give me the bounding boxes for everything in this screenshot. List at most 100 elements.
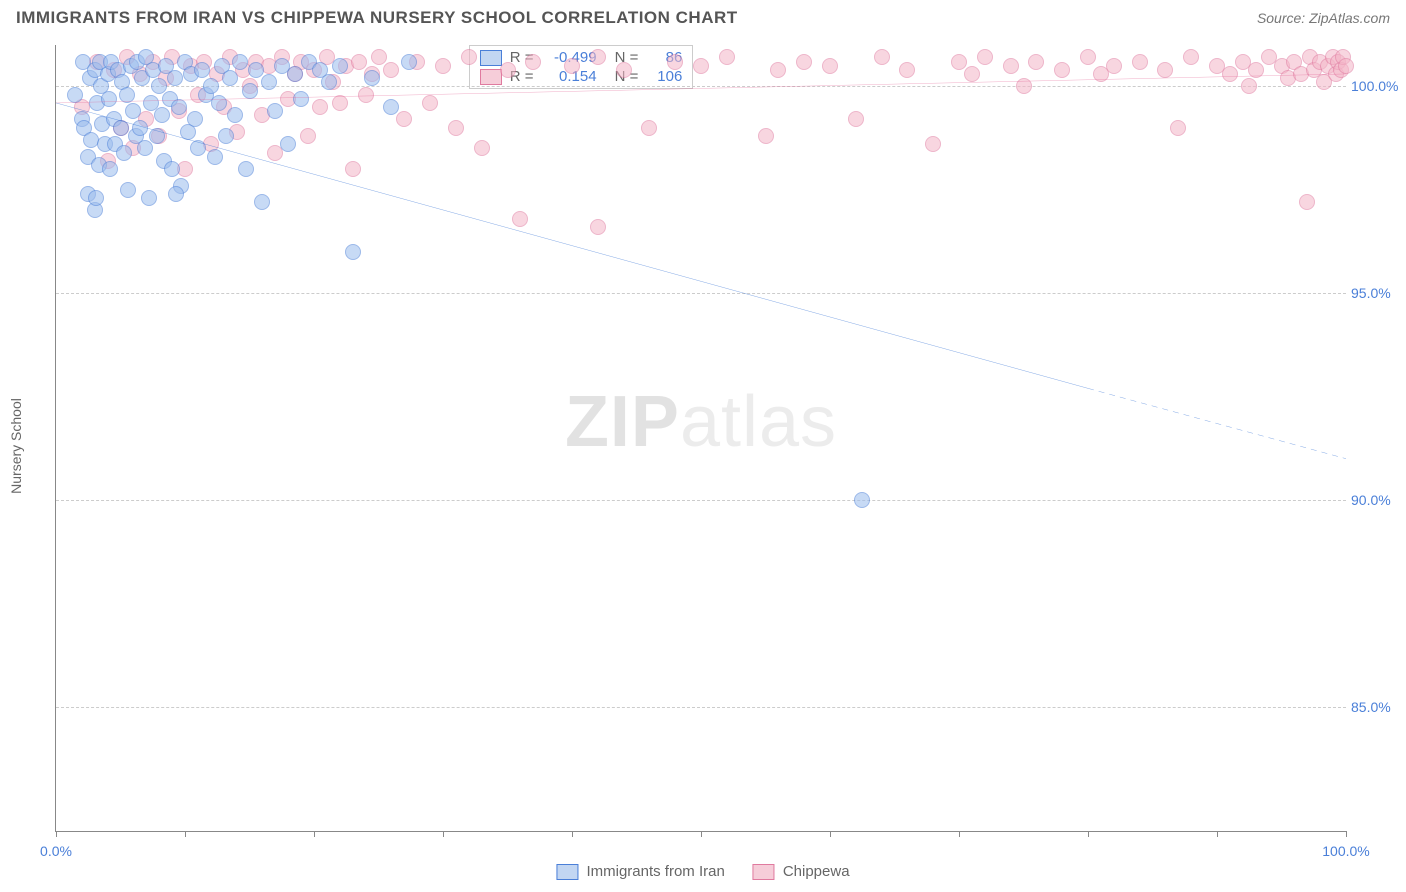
x-tick-label: 0.0% [40,843,72,859]
legend-swatch-blue [556,864,578,880]
scatter-point-pink [564,58,580,74]
x-tick [830,831,831,837]
scatter-point-blue [401,54,417,70]
scatter-point-pink [1157,62,1173,78]
scatter-point-pink [590,49,606,65]
scatter-point-pink [1183,49,1199,65]
scatter-point-blue [287,66,303,82]
x-tick [443,831,444,837]
scatter-point-blue [248,62,264,78]
gridline [56,293,1346,294]
scatter-point-blue [102,161,118,177]
legend-label: Immigrants from Iran [586,863,724,880]
y-tick-label: 95.0% [1351,285,1401,301]
scatter-point-pink [332,95,348,111]
scatter-point-blue [137,140,153,156]
scatter-point-pink [770,62,786,78]
y-tick-label: 85.0% [1351,699,1401,715]
scatter-point-pink [1016,78,1032,94]
x-tick-label: 100.0% [1322,843,1369,859]
scatter-point-blue [332,58,348,74]
x-tick [1346,831,1347,837]
scatter-point-pink [796,54,812,70]
scatter-point-pink [383,62,399,78]
scatter-point-pink [1132,54,1148,70]
legend-item: Immigrants from Iran [556,863,724,880]
scatter-point-pink [396,111,412,127]
scatter-point-pink [1241,78,1257,94]
y-tick-label: 90.0% [1351,492,1401,508]
x-tick [701,831,702,837]
legend-item: Chippewa [753,863,850,880]
chart-header: IMMIGRANTS FROM IRAN VS CHIPPEWA NURSERY… [16,8,1390,28]
bottom-legend: Immigrants from Iran Chippewa [556,863,849,880]
scatter-point-blue [187,111,203,127]
scatter-point-pink [977,49,993,65]
scatter-point-pink [874,49,890,65]
scatter-point-blue [211,95,227,111]
scatter-point-pink [822,58,838,74]
scatter-point-blue [280,136,296,152]
x-tick [314,831,315,837]
scatter-point-pink [1170,120,1186,136]
n-value: 106 [646,68,682,85]
scatter-point-blue [207,149,223,165]
scatter-point-blue [67,87,83,103]
source-label: Source: ZipAtlas.com [1257,10,1390,26]
scatter-point-blue [171,99,187,115]
scatter-point-pink [371,49,387,65]
scatter-point-pink [435,58,451,74]
watermark-bold: ZIP [565,382,680,462]
scatter-point-blue [120,182,136,198]
scatter-point-pink [964,66,980,82]
scatter-point-pink [461,49,477,65]
scatter-point-pink [1080,49,1096,65]
scatter-point-blue [364,70,380,86]
scatter-point-pink [899,62,915,78]
x-tick [185,831,186,837]
x-tick [959,831,960,837]
scatter-point-blue [141,190,157,206]
scatter-point-blue [194,62,210,78]
legend-swatch-blue [480,50,502,66]
legend-swatch-pink [753,864,775,880]
scatter-point-pink [358,87,374,103]
scatter-point-blue [242,83,258,99]
scatter-point-blue [261,74,277,90]
scatter-point-blue [227,107,243,123]
scatter-point-blue [125,103,141,119]
scatter-point-pink [719,49,735,65]
scatter-point-blue [218,128,234,144]
scatter-point-blue [254,194,270,210]
scatter-point-pink [500,62,516,78]
scatter-point-blue [238,161,254,177]
scatter-point-pink [300,128,316,144]
scatter-point-blue [190,140,206,156]
watermark: ZIPatlas [565,381,837,463]
scatter-point-pink [448,120,464,136]
scatter-point-blue [854,492,870,508]
scatter-point-pink [590,219,606,235]
scatter-point-pink [312,99,328,115]
y-tick-label: 100.0% [1351,78,1401,94]
gridline [56,707,1346,708]
scatter-point-pink [345,161,361,177]
scatter-point-blue [222,70,238,86]
watermark-light: atlas [680,382,837,462]
scatter-point-pink [925,136,941,152]
scatter-point-pink [351,54,367,70]
scatter-point-blue [149,128,165,144]
scatter-point-blue [167,70,183,86]
scatter-point-blue [132,120,148,136]
scatter-point-blue [164,161,180,177]
scatter-point-pink [474,140,490,156]
scatter-point-pink [422,95,438,111]
scatter-point-blue [88,190,104,206]
scatter-point-pink [1054,62,1070,78]
scatter-point-pink [1028,54,1044,70]
scatter-point-pink [1106,58,1122,74]
scatter-point-blue [383,99,399,115]
chart-title: IMMIGRANTS FROM IRAN VS CHIPPEWA NURSERY… [16,8,738,28]
x-tick [1088,831,1089,837]
scatter-point-blue [293,91,309,107]
